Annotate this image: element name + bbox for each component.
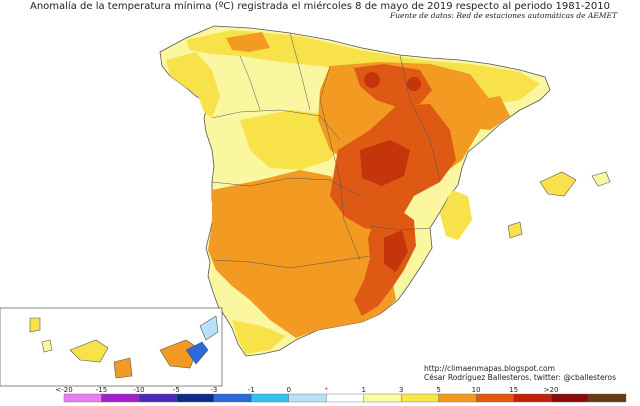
legend-swatch — [401, 393, 439, 403]
zone-dark-core — [360, 140, 410, 186]
zone-central-yellow — [240, 110, 345, 170]
legend-swatch — [288, 393, 327, 403]
legend-swatch — [513, 393, 552, 403]
legend-tick-label: >20 — [543, 386, 559, 394]
legend-tick-label: -5 — [172, 386, 180, 394]
legend-swatch — [213, 393, 252, 403]
legend-tick-label: <-20 — [55, 386, 73, 394]
legend-swatch — [63, 393, 102, 403]
map-title: Anomalía de la temperatura mínima (ºC) r… — [29, 1, 610, 12]
zone-dark-southeast — [384, 230, 408, 272]
legend-swatch — [588, 393, 627, 403]
legend-tick-label: 3 — [398, 386, 404, 394]
legend-tick-label: 5 — [436, 386, 441, 394]
balearic-islands — [507, 171, 611, 239]
zone-aragon-orange — [460, 96, 510, 130]
legend-swatch — [138, 393, 177, 403]
legend-tick-label: * — [324, 386, 329, 394]
legend-swatch — [101, 393, 140, 403]
legend-tick-label: -1 — [247, 386, 255, 394]
legend-tick-label: -10 — [133, 386, 145, 394]
zone-cantabria-orange — [226, 32, 270, 52]
legend-swatch — [326, 393, 364, 403]
legend-swatch — [176, 393, 215, 403]
legend-colorbar — [63, 393, 627, 403]
legend-swatch — [475, 393, 514, 403]
legend-swatch — [251, 393, 289, 403]
zone-south-yellow — [232, 320, 286, 354]
zone-northwest-yellow — [166, 52, 220, 118]
legend-tick-label: 1 — [361, 386, 366, 394]
legend-tick-label: 0 — [286, 386, 292, 394]
zone-east-yellow — [440, 190, 472, 240]
credit-author: César Rodríguez Ballesteros, twitter: @c… — [424, 373, 616, 382]
credit-url: http://climaenmapas.blogspot.com — [424, 364, 555, 373]
legend-tick-label: 10 — [471, 386, 481, 394]
legend-tick-label: -3 — [210, 386, 218, 394]
legend-tick-label: -15 — [95, 386, 108, 394]
legend-tick-label: 15 — [509, 386, 519, 394]
legend-swatch — [363, 393, 402, 403]
legend-swatch — [438, 393, 477, 403]
legend-swatch — [550, 393, 589, 403]
canary-islands — [29, 315, 219, 379]
data-source: Fuente de datos: Red de estaciones autom… — [390, 11, 618, 20]
